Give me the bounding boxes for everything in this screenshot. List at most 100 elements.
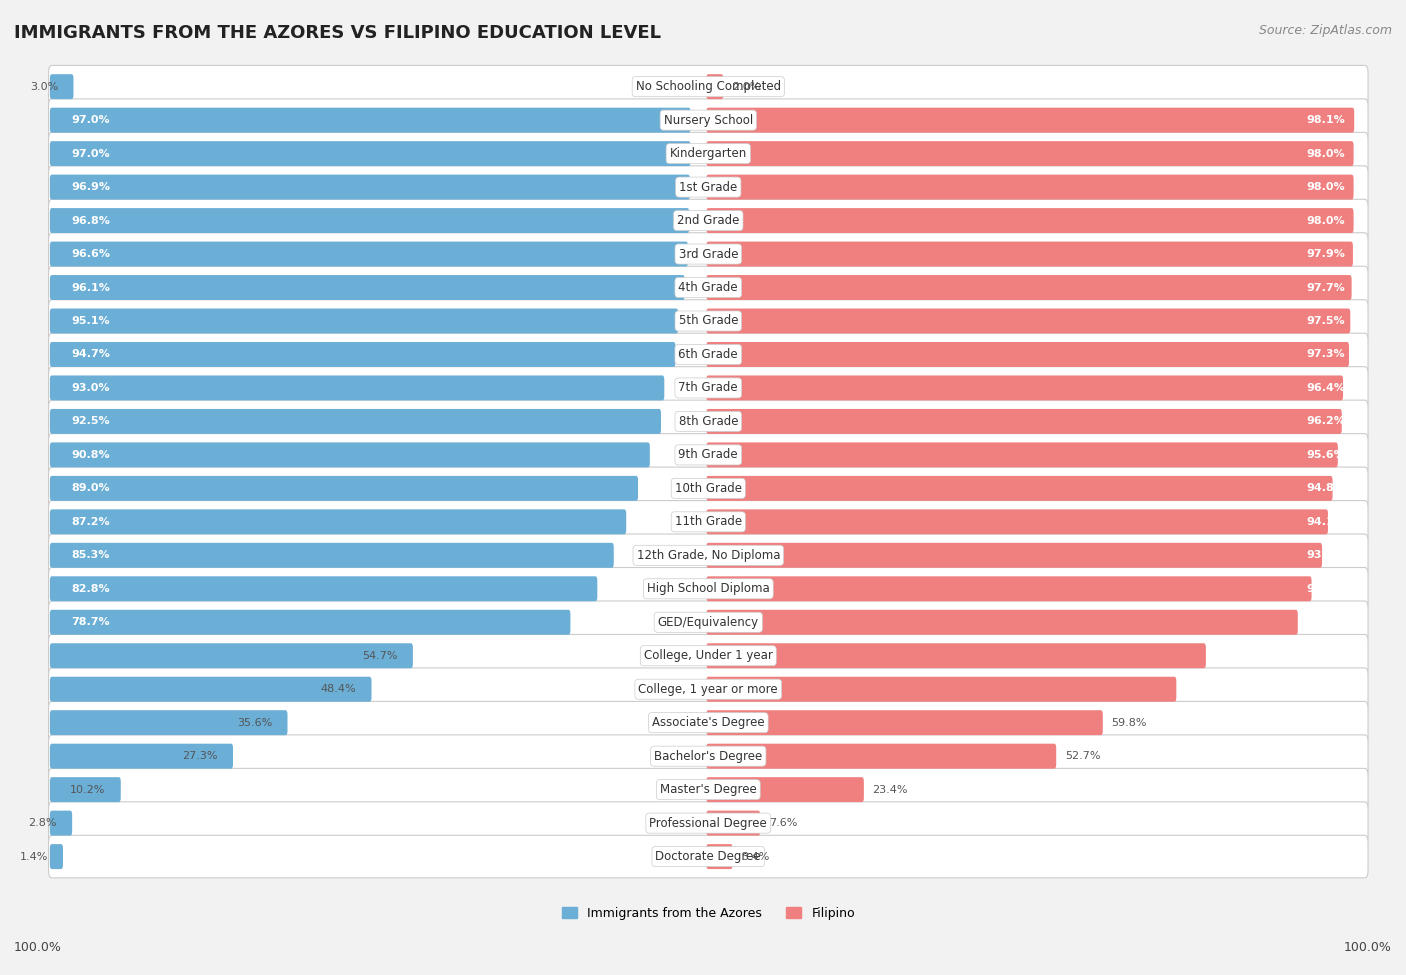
Text: 35.6%: 35.6% — [238, 718, 273, 727]
Text: 92.5%: 92.5% — [72, 416, 110, 426]
FancyBboxPatch shape — [706, 107, 1354, 133]
Text: 98.1%: 98.1% — [1306, 115, 1346, 125]
FancyBboxPatch shape — [49, 668, 1368, 711]
Text: 85.3%: 85.3% — [72, 550, 110, 561]
FancyBboxPatch shape — [49, 644, 413, 668]
Text: 93.2%: 93.2% — [1306, 550, 1346, 561]
Text: Source: ZipAtlas.com: Source: ZipAtlas.com — [1258, 24, 1392, 37]
Text: 94.8%: 94.8% — [1306, 484, 1346, 493]
Text: 8th Grade: 8th Grade — [679, 415, 738, 428]
FancyBboxPatch shape — [706, 308, 1350, 333]
FancyBboxPatch shape — [49, 175, 690, 200]
Text: 52.7%: 52.7% — [1064, 751, 1101, 761]
FancyBboxPatch shape — [49, 233, 1368, 275]
FancyBboxPatch shape — [706, 275, 1351, 300]
Text: 12th Grade, No Diploma: 12th Grade, No Diploma — [637, 549, 780, 562]
FancyBboxPatch shape — [49, 844, 63, 869]
Text: Kindergarten: Kindergarten — [669, 147, 747, 160]
FancyBboxPatch shape — [49, 400, 1368, 443]
FancyBboxPatch shape — [706, 443, 1339, 467]
FancyBboxPatch shape — [706, 677, 1177, 702]
FancyBboxPatch shape — [49, 74, 73, 99]
Text: 11th Grade: 11th Grade — [675, 516, 742, 528]
FancyBboxPatch shape — [49, 467, 1368, 510]
FancyBboxPatch shape — [49, 601, 1368, 644]
Text: 97.3%: 97.3% — [1306, 349, 1346, 360]
Text: Associate's Degree: Associate's Degree — [652, 717, 765, 729]
FancyBboxPatch shape — [706, 810, 761, 836]
FancyBboxPatch shape — [49, 768, 1368, 811]
Text: 10.2%: 10.2% — [70, 785, 105, 795]
Text: Doctorate Degree: Doctorate Degree — [655, 850, 761, 863]
Text: 3.4%: 3.4% — [741, 851, 769, 862]
Text: 94.1%: 94.1% — [1306, 517, 1346, 526]
Text: 5th Grade: 5th Grade — [679, 315, 738, 328]
FancyBboxPatch shape — [49, 735, 1368, 777]
FancyBboxPatch shape — [49, 810, 72, 836]
Text: 3.0%: 3.0% — [30, 82, 59, 92]
Text: 75.5%: 75.5% — [1306, 650, 1346, 661]
Text: 98.0%: 98.0% — [1306, 148, 1346, 159]
FancyBboxPatch shape — [49, 443, 650, 467]
Text: 54.7%: 54.7% — [363, 650, 398, 661]
FancyBboxPatch shape — [49, 476, 638, 501]
FancyBboxPatch shape — [49, 635, 1368, 677]
Text: 48.4%: 48.4% — [321, 684, 356, 694]
Text: 93.0%: 93.0% — [72, 383, 110, 393]
Text: 2.0%: 2.0% — [733, 82, 761, 92]
FancyBboxPatch shape — [49, 141, 690, 166]
FancyBboxPatch shape — [49, 98, 1368, 141]
FancyBboxPatch shape — [49, 710, 287, 735]
FancyBboxPatch shape — [706, 74, 723, 99]
FancyBboxPatch shape — [706, 644, 1206, 668]
Text: Professional Degree: Professional Degree — [650, 817, 768, 830]
FancyBboxPatch shape — [706, 141, 1354, 166]
Text: 98.0%: 98.0% — [1306, 215, 1346, 225]
Text: 96.8%: 96.8% — [72, 215, 111, 225]
FancyBboxPatch shape — [49, 166, 1368, 209]
FancyBboxPatch shape — [49, 609, 571, 635]
Text: High School Diploma: High School Diploma — [647, 582, 769, 596]
Text: 89.0%: 89.0% — [72, 484, 110, 493]
Text: 96.9%: 96.9% — [72, 182, 111, 192]
FancyBboxPatch shape — [49, 801, 1368, 844]
Text: 1.4%: 1.4% — [20, 851, 48, 862]
FancyBboxPatch shape — [49, 744, 233, 768]
Text: 91.6%: 91.6% — [1306, 584, 1346, 594]
Text: College, 1 year or more: College, 1 year or more — [638, 682, 778, 696]
Text: 96.4%: 96.4% — [1306, 383, 1346, 393]
FancyBboxPatch shape — [706, 576, 1312, 602]
Text: 97.0%: 97.0% — [72, 115, 110, 125]
Text: 94.7%: 94.7% — [72, 349, 111, 360]
FancyBboxPatch shape — [49, 409, 661, 434]
FancyBboxPatch shape — [706, 543, 1322, 567]
FancyBboxPatch shape — [49, 242, 688, 266]
FancyBboxPatch shape — [49, 133, 1368, 175]
Text: 4th Grade: 4th Grade — [679, 281, 738, 294]
FancyBboxPatch shape — [49, 308, 678, 333]
Text: 1st Grade: 1st Grade — [679, 180, 737, 194]
Text: 82.8%: 82.8% — [72, 584, 110, 594]
Text: Nursery School: Nursery School — [664, 114, 752, 127]
Text: 71.0%: 71.0% — [1306, 684, 1346, 694]
FancyBboxPatch shape — [49, 543, 614, 567]
Text: 95.6%: 95.6% — [1306, 449, 1346, 460]
FancyBboxPatch shape — [49, 342, 675, 367]
FancyBboxPatch shape — [706, 409, 1341, 434]
Text: 89.5%: 89.5% — [1306, 617, 1346, 627]
FancyBboxPatch shape — [49, 567, 1368, 610]
FancyBboxPatch shape — [49, 509, 626, 534]
Text: 96.1%: 96.1% — [72, 283, 111, 292]
FancyBboxPatch shape — [49, 299, 1368, 342]
Text: 23.4%: 23.4% — [872, 785, 908, 795]
Text: 100.0%: 100.0% — [14, 941, 62, 954]
FancyBboxPatch shape — [706, 342, 1348, 367]
Text: 96.2%: 96.2% — [1306, 416, 1346, 426]
FancyBboxPatch shape — [49, 65, 1368, 108]
FancyBboxPatch shape — [706, 175, 1354, 200]
Text: IMMIGRANTS FROM THE AZORES VS FILIPINO EDUCATION LEVEL: IMMIGRANTS FROM THE AZORES VS FILIPINO E… — [14, 24, 661, 42]
Text: Bachelor's Degree: Bachelor's Degree — [654, 750, 762, 762]
Text: 59.8%: 59.8% — [1111, 718, 1147, 727]
Text: 90.8%: 90.8% — [72, 449, 110, 460]
Legend: Immigrants from the Azores, Filipino: Immigrants from the Azores, Filipino — [557, 902, 860, 924]
